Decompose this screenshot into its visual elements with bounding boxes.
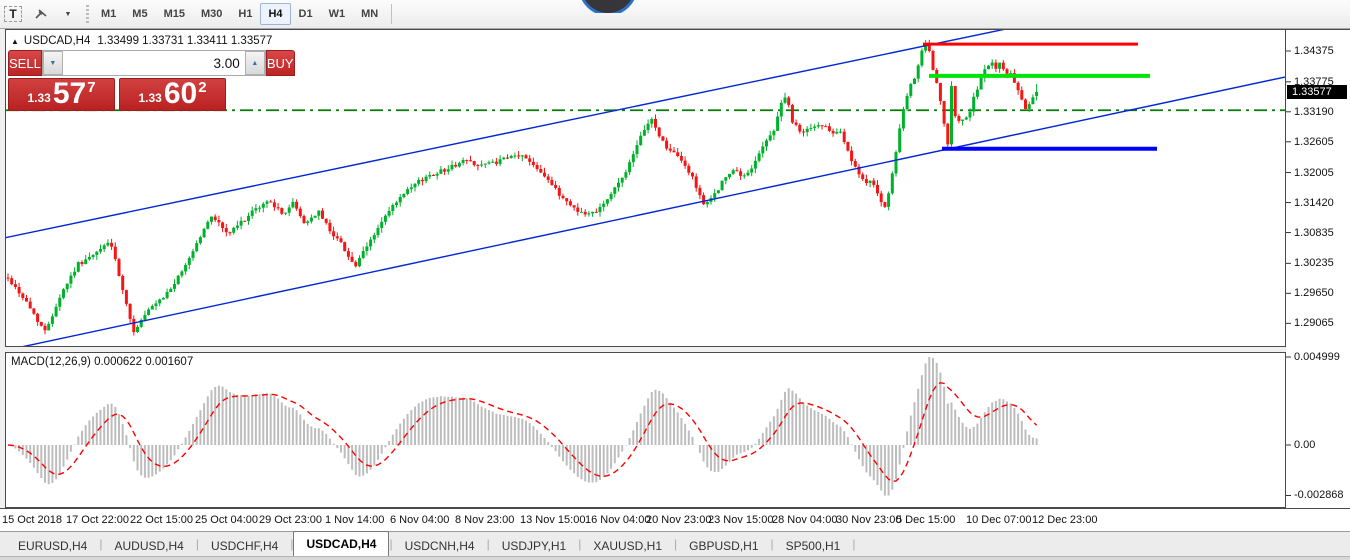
collapse-panel-icon[interactable]: ▲ bbox=[11, 36, 19, 46]
timeframe-button-m15[interactable]: M15 bbox=[163, 8, 185, 20]
timeframe-button-h1[interactable]: H1 bbox=[238, 8, 253, 20]
tab-separator: | bbox=[389, 537, 393, 551]
tab-separator: | bbox=[674, 537, 678, 551]
date-tick-label: 6 Nov 04:00 bbox=[390, 514, 450, 526]
timeframe-button-m30[interactable]: M30 bbox=[200, 8, 223, 20]
dark-circle-artifact bbox=[578, 0, 636, 13]
price-tick-label: 1.30835 bbox=[1294, 226, 1334, 239]
chart-symbol-label: USDCAD,H4 bbox=[23, 35, 91, 47]
symbol-tab-bar: EURUSD,H4 | AUDUSD,H4 | USDCHF,H4 | USDCAD,H4 |… bbox=[0, 531, 1350, 556]
sell-price-button[interactable]: 1.33 57 7 bbox=[8, 78, 115, 111]
price-tick-label: 1.33775 bbox=[1294, 75, 1334, 88]
current-price-tag: 1.33577 bbox=[1287, 84, 1347, 99]
chart-ohlc-values: 1.33499 1.33731 1.33411 1.33577 bbox=[97, 35, 273, 47]
date-tick-label: 5 Dec 15:00 bbox=[896, 514, 956, 526]
timeframe-button-w1[interactable]: W1 bbox=[328, 8, 346, 20]
date-tick-label: 8 Nov 23:00 bbox=[455, 514, 515, 526]
sell-price-pip: 7 bbox=[87, 79, 96, 96]
buy-price-pip: 2 bbox=[198, 79, 207, 96]
price-tick-label: 1.31420 bbox=[1294, 196, 1334, 209]
price-tick-label: 1.33190 bbox=[1294, 105, 1334, 118]
timeframe-button-d1[interactable]: D1 bbox=[298, 8, 313, 20]
volume-decrease-icon[interactable]: ▼ bbox=[42, 51, 63, 75]
tab-separator: | bbox=[486, 537, 490, 551]
symbol-tab-xauusd[interactable]: XAUUSD,H1 bbox=[593, 538, 663, 553]
chart-title-row: ▲ USDCAD,H4 1.33499 1.33731 1.33411 1.33… bbox=[11, 35, 272, 47]
price-tick-label: 1.34375 bbox=[1294, 45, 1334, 58]
sell-price-prefix: 1.33 bbox=[27, 91, 51, 105]
date-tick-label: 15 Oct 2018 bbox=[2, 514, 62, 526]
price-tick-label: 1.32605 bbox=[1294, 135, 1334, 148]
tab-separator: | bbox=[290, 537, 294, 551]
macd-tick-label: 0.00 bbox=[1294, 439, 1316, 451]
arrange-windows-icon[interactable] bbox=[27, 3, 55, 25]
tab-separator: | bbox=[578, 537, 582, 551]
macd-tick-label: 0.004999 bbox=[1294, 351, 1340, 363]
buy-price-button[interactable]: 1.33 60 2 bbox=[119, 78, 226, 111]
date-axis[interactable]: 15 Oct 2018 17 Oct 22:00 22 Oct 15:00 25 Oc… bbox=[0, 508, 1350, 531]
price-tick-label: 1.32005 bbox=[1294, 166, 1334, 179]
arrange-arrows-glyph bbox=[35, 9, 47, 19]
toolbar-separator bbox=[391, 4, 393, 24]
date-tick-label: 16 Nov 04:00 bbox=[585, 514, 651, 526]
volume-increase-icon[interactable]: ▲ bbox=[244, 51, 265, 75]
timeframe-button-mn[interactable]: MN bbox=[361, 8, 379, 20]
symbol-tab-sp500[interactable]: SP500,H1 bbox=[785, 538, 841, 553]
date-tick-label: 1 Nov 14:00 bbox=[325, 514, 385, 526]
buy-price-prefix: 1.33 bbox=[138, 91, 162, 105]
date-tick-label: 13 Nov 15:00 bbox=[520, 514, 586, 526]
trade-panel-controls: SELL ▼ ▲ BUY bbox=[8, 50, 295, 76]
date-tick-label: 22 Oct 15:00 bbox=[130, 514, 193, 526]
chevron-down-icon[interactable]: ▼ bbox=[64, 10, 72, 18]
date-tick-label: 28 Nov 04:00 bbox=[772, 514, 838, 526]
date-tick-label: 12 Dec 23:00 bbox=[1032, 514, 1098, 526]
date-tick-label: 20 Nov 23:00 bbox=[646, 514, 712, 526]
tab-separator: | bbox=[770, 537, 774, 551]
date-tick-label: 17 Oct 22:00 bbox=[66, 514, 129, 526]
timeframe-button-m1[interactable]: M1 bbox=[101, 8, 117, 20]
price-tick-label: 1.29650 bbox=[1294, 287, 1334, 300]
symbol-tab-gbpusd[interactable]: GBPUSD,H1 bbox=[689, 538, 759, 553]
price-tick-label: 1.30235 bbox=[1294, 257, 1334, 270]
symbol-tab-usdcnh[interactable]: USDCNH,H4 bbox=[404, 538, 475, 553]
date-tick-label: 10 Dec 07:00 bbox=[966, 514, 1032, 526]
date-tick-label: 23 Nov 15:00 bbox=[708, 514, 774, 526]
date-tick-label: 30 Nov 23:00 bbox=[836, 514, 902, 526]
symbol-tab-usdjpy[interactable]: USDJPY,H1 bbox=[501, 538, 567, 553]
volume-spinner: ▼ ▲ bbox=[41, 50, 266, 76]
price-axis-column[interactable] bbox=[1286, 29, 1350, 508]
price-tick-label: 1.29065 bbox=[1294, 317, 1334, 330]
macd-tick-label: -0.002868 bbox=[1294, 489, 1344, 502]
tab-separator: | bbox=[195, 537, 199, 551]
buy-price-big: 60 bbox=[163, 77, 198, 110]
volume-input[interactable] bbox=[62, 51, 245, 75]
symbol-tab-eurusd[interactable]: EURUSD,H4 bbox=[18, 538, 88, 553]
timeframe-button-m5[interactable]: M5 bbox=[132, 8, 148, 20]
sell-button[interactable]: SELL bbox=[8, 50, 42, 76]
trade-panel-quotes: 1.33 57 7 1.33 60 2 bbox=[8, 78, 226, 111]
tab-separator: | bbox=[99, 537, 103, 551]
symbol-tab-usdcad[interactable]: USDCAD,H4 bbox=[293, 531, 390, 556]
sell-price-big: 57 bbox=[52, 77, 87, 110]
top-toolbar: T ▼ M1 M5 M15 M30 H1 H4 D1 W1 MN bbox=[0, 0, 1350, 29]
symbol-tab-usdchf[interactable]: USDCHF,H4 bbox=[210, 538, 279, 553]
date-tick-label: 25 Oct 04:00 bbox=[195, 514, 258, 526]
macd-indicator-label: MACD(12,26,9) 0.000622 0.001607 bbox=[11, 356, 194, 368]
buy-button[interactable]: BUY bbox=[265, 50, 295, 76]
toolbar-grip[interactable] bbox=[86, 5, 89, 23]
timeframe-button-h4[interactable]: H4 bbox=[260, 3, 291, 25]
one-click-trade-panel: SELL ▼ ▲ BUY 1.33 57 7 1.33 60 2 bbox=[8, 50, 295, 111]
symbol-tab-audusd[interactable]: AUDUSD,H4 bbox=[114, 538, 184, 553]
window-bottom-edge bbox=[0, 556, 1350, 560]
text-tool-icon[interactable]: T bbox=[1, 3, 25, 25]
timeframe-button-group: M1 M5 M15 M30 H1 H4 D1 W1 MN bbox=[93, 3, 386, 25]
date-tick-label: 29 Oct 23:00 bbox=[259, 514, 322, 526]
tab-separator: | bbox=[852, 537, 856, 551]
